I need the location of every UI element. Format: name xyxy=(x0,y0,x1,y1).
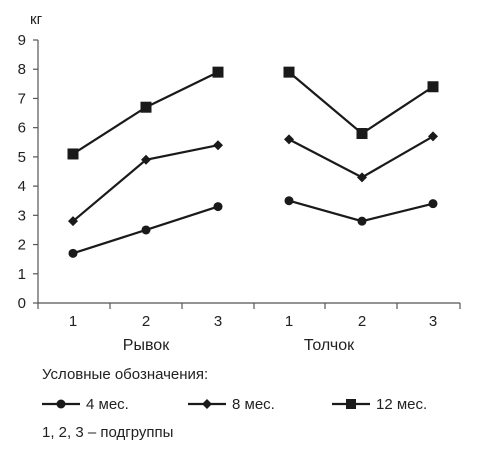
legend-item-4-months: 4 мес. xyxy=(42,392,129,416)
data-point-square xyxy=(356,128,368,140)
data-point-diamond xyxy=(68,216,78,227)
data-point-diamond xyxy=(428,131,438,142)
data-point-square xyxy=(212,66,224,78)
series-lines xyxy=(72,71,434,255)
y-axis-ticks: 0 1 2 3 4 5 6 7 8 9 xyxy=(18,32,38,312)
data-point-circle xyxy=(68,248,78,258)
series-line xyxy=(288,71,434,135)
line-chart: 0 1 2 3 4 5 6 7 8 9 1 2 3 1 2 3 Рывок Толчок кг xyxy=(18,11,461,354)
series-markers xyxy=(67,66,439,258)
x-tick-label: 1 xyxy=(69,313,77,330)
y-tick-label: 0 xyxy=(18,295,26,312)
data-point-square xyxy=(67,148,79,160)
data-point-circle xyxy=(284,196,294,206)
y-tick-label: 9 xyxy=(18,32,26,49)
y-tick-label: 7 xyxy=(18,90,26,107)
diamond-marker-icon xyxy=(188,399,226,409)
y-tick-label: 5 xyxy=(18,149,26,166)
group-label: Рывок xyxy=(123,337,170,354)
legend-title: Условные обозначения: xyxy=(42,366,209,383)
series-line xyxy=(72,71,219,155)
legend-row: 4 мес. 8 мес. 12 мес. xyxy=(42,392,482,416)
data-point-circle xyxy=(141,225,151,235)
data-point-square xyxy=(140,101,152,113)
legend: Условные обозначения: 4 мес. 8 мес. 12 м… xyxy=(42,364,482,444)
group-labels: Рывок Толчок xyxy=(123,337,355,354)
circle-marker-icon xyxy=(42,399,80,409)
x-axis-ticks: 1 2 3 1 2 3 xyxy=(37,303,461,330)
data-point-circle xyxy=(213,202,223,212)
legend-label: 8 мес. xyxy=(232,395,275,413)
data-point-square xyxy=(427,81,439,93)
data-point-diamond xyxy=(213,140,223,151)
x-tick-label: 3 xyxy=(429,313,437,330)
legend-item-12-months: 12 мес. xyxy=(332,392,427,416)
x-tick-label: 1 xyxy=(285,313,293,330)
data-point-diamond xyxy=(141,154,151,165)
y-tick-label: 1 xyxy=(18,266,26,283)
series-line xyxy=(288,135,434,179)
group-label: Толчок xyxy=(304,337,355,354)
x-tick-label: 2 xyxy=(142,313,150,330)
y-tick-label: 8 xyxy=(18,61,26,78)
data-point-square xyxy=(283,66,295,78)
legend-label: 4 мес. xyxy=(86,395,129,413)
x-tick-label: 3 xyxy=(214,313,222,330)
legend-label: 12 мес. xyxy=(376,395,428,413)
y-tick-label: 2 xyxy=(18,237,26,254)
y-axis-label: кг xyxy=(30,11,43,28)
x-tick-label: 2 xyxy=(358,313,366,330)
data-point-circle xyxy=(357,216,367,226)
legend-note: 1, 2, 3 – подгруппы xyxy=(42,424,174,441)
y-tick-label: 6 xyxy=(18,120,26,137)
square-marker-icon xyxy=(332,399,370,409)
y-tick-label: 3 xyxy=(18,207,26,224)
data-point-diamond xyxy=(284,134,294,145)
legend-item-8-months: 8 мес. xyxy=(188,392,275,416)
chart-axes xyxy=(37,40,460,304)
y-tick-label: 4 xyxy=(18,178,26,195)
data-point-circle xyxy=(428,199,438,209)
data-point-diamond xyxy=(357,172,367,183)
